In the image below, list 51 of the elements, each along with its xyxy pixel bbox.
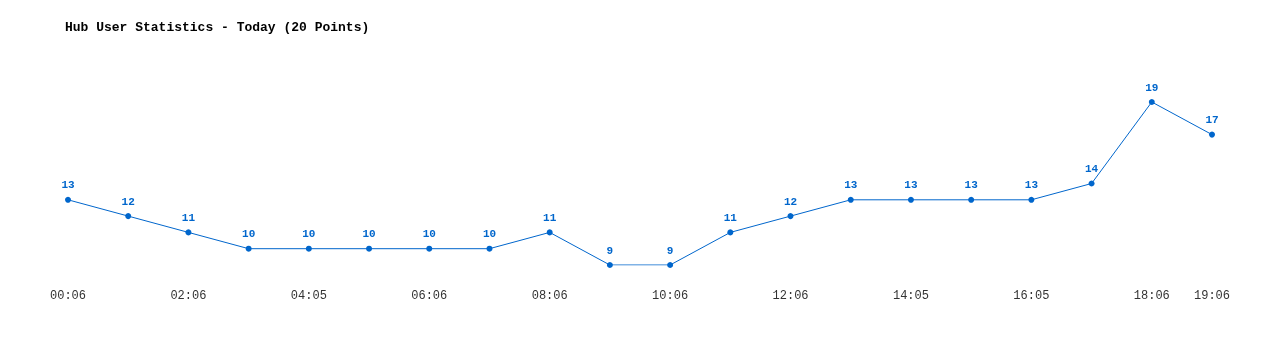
x-tick-label: 18:06 bbox=[1133, 289, 1170, 303]
data-label: 11 bbox=[723, 211, 738, 224]
point bbox=[907, 196, 914, 203]
data-label: 11 bbox=[181, 211, 196, 224]
x-tick-label: 19:06 bbox=[1193, 289, 1231, 303]
data-label: 13 bbox=[1024, 179, 1039, 192]
data-label: 13 bbox=[61, 179, 75, 192]
data-label: 10 bbox=[422, 228, 436, 241]
point bbox=[366, 245, 373, 252]
x-tick-label: 00:06 bbox=[49, 289, 87, 303]
data-label: 9 bbox=[606, 244, 614, 257]
data-label: 10 bbox=[362, 228, 376, 241]
point bbox=[667, 262, 674, 268]
point bbox=[968, 196, 975, 203]
point bbox=[1148, 99, 1155, 105]
data-label: 17 bbox=[1205, 114, 1219, 127]
data-label: 13 bbox=[904, 179, 918, 192]
data-label: 14 bbox=[1084, 163, 1099, 175]
data-label: 11 bbox=[543, 211, 557, 224]
point bbox=[65, 196, 71, 203]
point bbox=[727, 229, 734, 236]
x-tick-label: 08:06 bbox=[531, 289, 568, 303]
point bbox=[546, 229, 553, 236]
x-tick-label: 12:06 bbox=[772, 289, 809, 303]
data-label: 9 bbox=[666, 244, 674, 257]
x-tick-label: 02:06 bbox=[170, 289, 207, 303]
point bbox=[787, 213, 794, 220]
data-label: 12 bbox=[121, 195, 135, 208]
point bbox=[1088, 180, 1095, 187]
data-label: 19 bbox=[1145, 81, 1159, 94]
data-label: 10 bbox=[302, 228, 316, 241]
point bbox=[185, 229, 192, 236]
point bbox=[426, 245, 433, 252]
point bbox=[305, 245, 312, 252]
point bbox=[245, 245, 252, 252]
data-label: 13 bbox=[964, 179, 979, 192]
x-tick-label: 04:05 bbox=[290, 289, 327, 303]
data-label: 12 bbox=[783, 195, 798, 208]
data-label: 13 bbox=[844, 179, 858, 192]
point bbox=[606, 262, 613, 268]
data-label: 10 bbox=[242, 228, 256, 241]
chart-title: Hub User Statistics - Today (20 Points) bbox=[65, 20, 370, 35]
x-tick-label: 10:06 bbox=[652, 289, 689, 303]
x-tick-label: 16:05 bbox=[1013, 289, 1050, 303]
point bbox=[1028, 196, 1035, 203]
point bbox=[847, 196, 854, 203]
point bbox=[125, 213, 132, 220]
point bbox=[1209, 131, 1215, 138]
data-label: 10 bbox=[482, 228, 497, 241]
x-tick-label: 06:06 bbox=[411, 289, 448, 303]
x-tick-label: 14:05 bbox=[892, 289, 929, 303]
